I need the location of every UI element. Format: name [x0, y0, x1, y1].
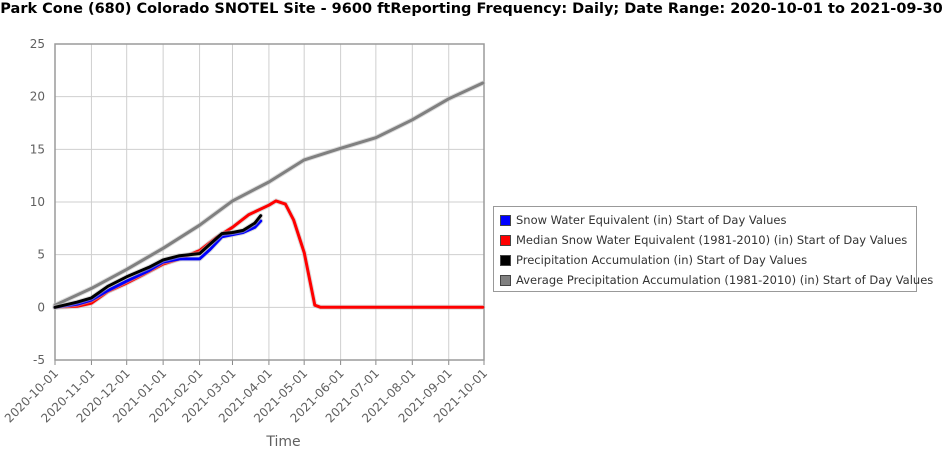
legend-item-median-swe[interactable]: Median Snow Water Equivalent (1981-2010)…	[500, 233, 907, 247]
chart-title: Park Cone (680) Colorado SNOTEL Site - 9…	[0, 1, 943, 17]
legend-swatch-precip	[500, 254, 511, 266]
plot-border	[54, 43, 485, 361]
y-tick-label: 20	[30, 90, 45, 104]
legend-swatch-avg-precip	[500, 274, 511, 286]
legend-item-precip[interactable]: Precipitation Accumulation (in) Start of…	[500, 253, 807, 267]
legend-swatch-median-swe	[500, 234, 511, 246]
legend-item-avg-precip[interactable]: Average Precipitation Accumulation (1981…	[500, 273, 933, 287]
y-tick-label: 10	[30, 195, 45, 209]
y-tick-label: 15	[30, 142, 45, 156]
y-tick-label: 25	[30, 37, 45, 51]
x-axis-title: Time	[265, 434, 300, 450]
avg-precip-line	[53, 81, 485, 307]
y-tick-label: 5	[37, 248, 45, 262]
legend-label-median-swe: Median Snow Water Equivalent (1981-2010)…	[516, 233, 908, 247]
legend-swatch-swe	[500, 214, 511, 226]
precip-line	[53, 214, 263, 309]
legend: Snow Water Equivalent (in) Start of Day …	[493, 206, 933, 292]
legend-item-swe[interactable]: Snow Water Equivalent (in) Start of Day …	[500, 213, 787, 227]
legend-label-avg-precip: Average Precipitation Accumulation (1981…	[516, 273, 934, 287]
legend-label-swe: Snow Water Equivalent (in) Start of Day …	[516, 213, 787, 227]
y-tick-label: 0	[37, 300, 45, 314]
legend-label-precip: Precipitation Accumulation (in) Start of…	[516, 253, 808, 267]
y-tick-label: -5	[33, 353, 45, 367]
